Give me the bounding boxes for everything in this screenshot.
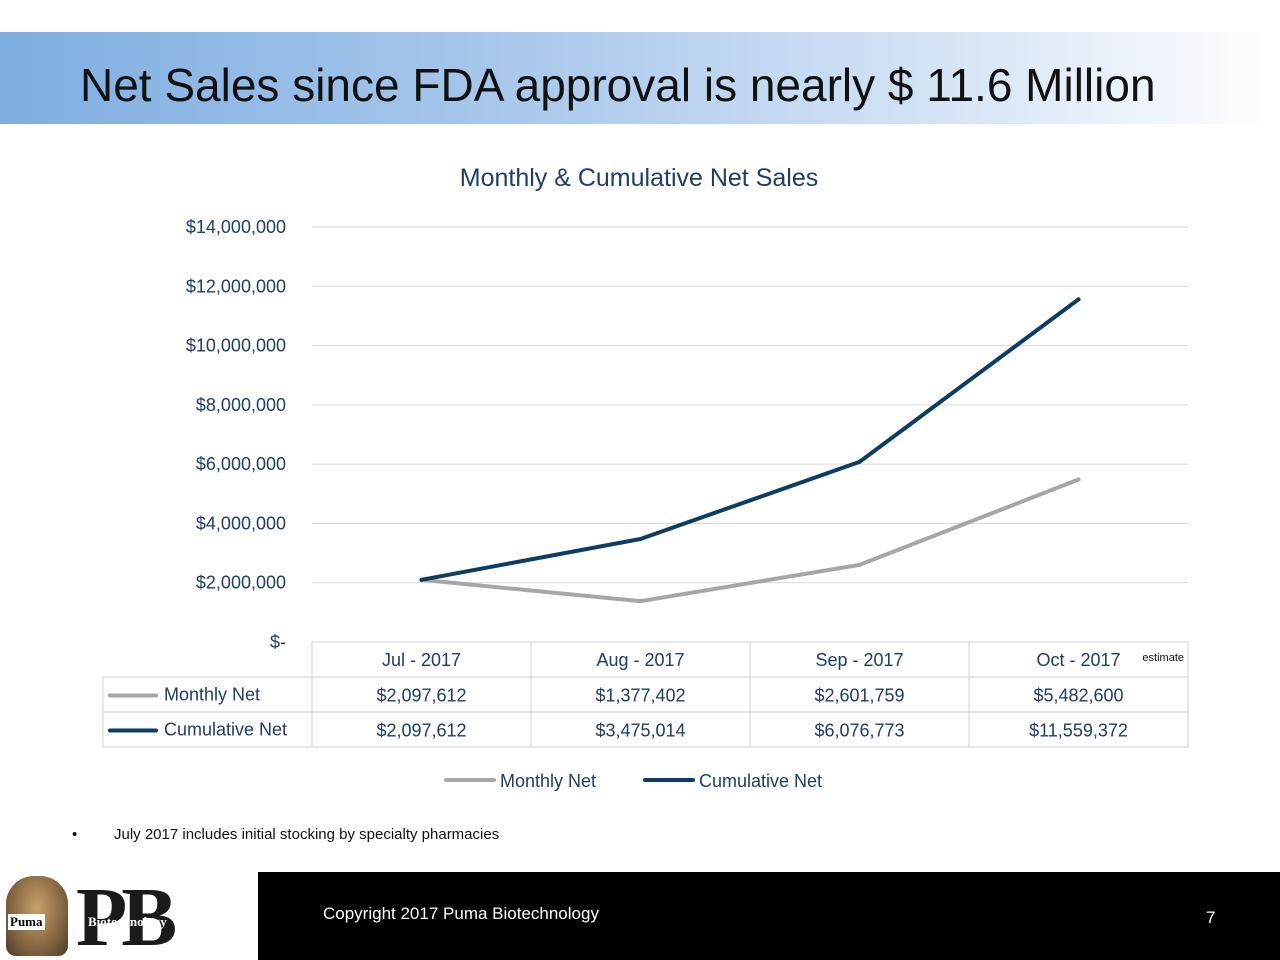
logo-word-biotechnology: Biotechnology	[88, 914, 167, 929]
sales-chart: Monthly & Cumulative Net Sales $- $2,000,0…	[102, 164, 1189, 791]
legend-label: Monthly Net	[500, 771, 596, 791]
page-number: 7	[1206, 908, 1216, 927]
data-value-label: $2,097,612	[376, 721, 466, 741]
data-value-label: $2,601,759	[814, 686, 904, 706]
estimate-note: estimate	[1142, 652, 1184, 664]
x-category-label: Sep - 2017	[815, 650, 903, 670]
legend-label: Cumulative Net	[699, 771, 822, 791]
x-category-label: Oct - 2017	[1036, 650, 1120, 670]
series-line	[419, 477, 1081, 604]
data-value-label: $6,076,773	[814, 721, 904, 741]
data-point	[638, 599, 643, 604]
y-tick-label: $12,000,000	[186, 276, 286, 296]
slide-title: Net Sales since FDA approval is nearly $…	[80, 59, 1156, 111]
y-tick-label: $14,000,000	[186, 217, 286, 237]
title-bar	[0, 32, 1280, 124]
y-tick-label: $8,000,000	[196, 395, 286, 415]
copyright-text: Copyright 2017 Puma Biotechnology	[323, 904, 599, 923]
y-tick-label: $-	[270, 632, 286, 652]
y-tick-label: $10,000,000	[186, 336, 286, 356]
data-value-label: $1,377,402	[595, 686, 685, 706]
data-point	[857, 562, 862, 567]
data-point	[857, 459, 862, 464]
data-value-label: $2,097,612	[376, 686, 466, 706]
y-tick-label: $2,000,000	[196, 573, 286, 593]
footer-bar: PB Puma Biotechnology Copyright 2017 Pum…	[0, 872, 1280, 960]
logo-word-puma: Puma	[8, 914, 45, 930]
chart-title: Monthly & Cumulative Net Sales	[460, 164, 818, 192]
data-point	[638, 536, 643, 541]
x-category-label: Aug - 2017	[596, 650, 684, 670]
footnote-text: July 2017 includes initial stocking by s…	[114, 826, 500, 843]
y-tick-label: $6,000,000	[196, 454, 286, 474]
data-point	[1076, 297, 1081, 302]
data-value-label: $3,475,014	[595, 721, 685, 741]
footnote-bullet: •	[72, 826, 78, 843]
table-series-name: Monthly Net	[164, 685, 260, 705]
x-category-label: Jul - 2017	[382, 650, 461, 670]
table-series-name: Cumulative Net	[164, 720, 287, 740]
data-point	[1076, 477, 1081, 482]
y-tick-label: $4,000,000	[196, 513, 286, 533]
data-value-label: $5,482,600	[1033, 686, 1123, 706]
logo-letters: PB	[76, 872, 177, 960]
series-line	[419, 297, 1081, 582]
data-point	[419, 577, 424, 582]
data-value-label: $11,559,372	[1029, 721, 1128, 741]
company-logo: PB Puma Biotechnology	[0, 872, 258, 960]
